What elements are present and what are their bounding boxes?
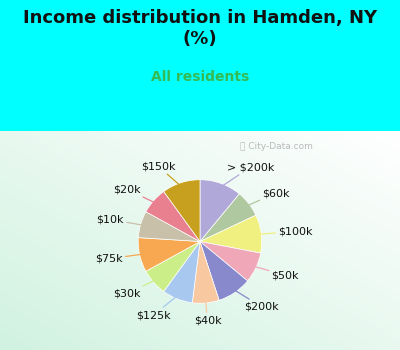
Text: $20k: $20k: [113, 184, 157, 204]
Text: $75k: $75k: [95, 254, 144, 264]
Wedge shape: [200, 241, 248, 300]
Wedge shape: [164, 241, 200, 303]
Text: ⓘ City-Data.com: ⓘ City-Data.com: [240, 142, 313, 151]
Wedge shape: [200, 180, 239, 242]
Text: $10k: $10k: [96, 215, 146, 226]
Text: $60k: $60k: [245, 188, 290, 206]
Wedge shape: [164, 180, 200, 242]
Text: > $200k: > $200k: [219, 162, 274, 188]
Wedge shape: [200, 215, 262, 253]
Text: $100k: $100k: [256, 226, 313, 237]
Wedge shape: [146, 241, 200, 292]
Text: $40k: $40k: [194, 298, 221, 325]
Wedge shape: [138, 238, 200, 271]
Wedge shape: [138, 212, 200, 242]
Text: $30k: $30k: [113, 279, 157, 299]
Text: $200k: $200k: [232, 288, 279, 312]
Wedge shape: [200, 194, 256, 241]
Wedge shape: [200, 241, 261, 281]
Text: All residents: All residents: [151, 70, 249, 84]
Text: $125k: $125k: [136, 294, 179, 320]
Text: Income distribution in Hamden, NY
(%): Income distribution in Hamden, NY (%): [23, 9, 377, 48]
Text: $150k: $150k: [141, 161, 182, 188]
Text: $50k: $50k: [252, 266, 299, 280]
Wedge shape: [146, 191, 200, 242]
Wedge shape: [192, 241, 219, 303]
